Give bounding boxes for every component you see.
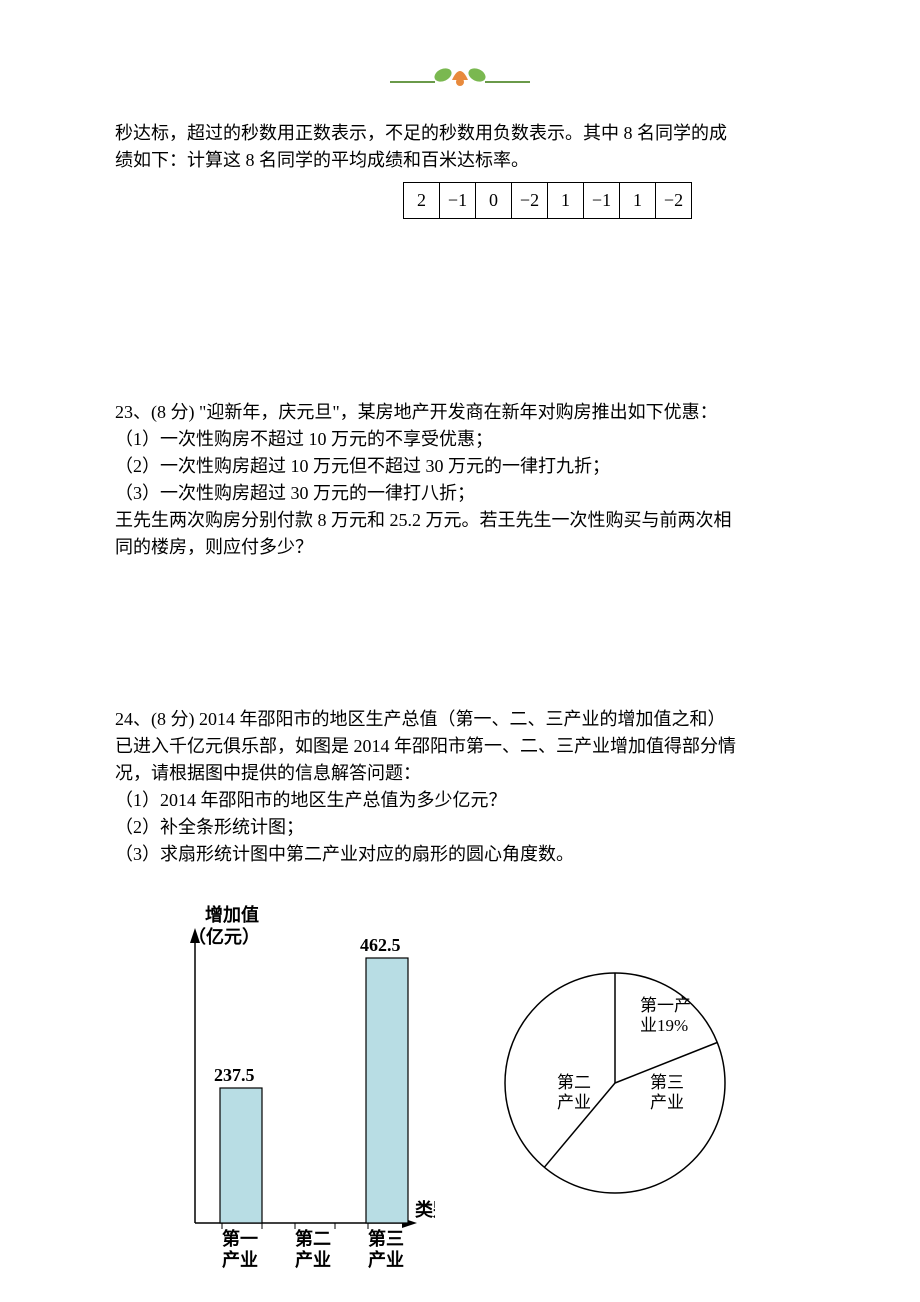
q23-tail2: 同的楼房，则应付多少？ xyxy=(115,534,805,561)
q22-intro-line1: 秒达标，超过的秒数用正数表示，不足的秒数用负数表示。其中 8 名同学的成 xyxy=(115,123,727,143)
table-cell: 1 xyxy=(620,183,656,219)
q23-item1: （1）一次性购房不超过 10 万元的不享受优惠； xyxy=(115,426,805,453)
cat2-l1: 第二 xyxy=(295,1228,331,1249)
table-cell: −1 xyxy=(440,183,476,219)
q24-item2: （2）补全条形统计图； xyxy=(115,814,805,841)
q24-block: 24、(8 分) 2014 年邵阳市的地区生产总值（第一、二、三产业的增加值之和… xyxy=(115,706,805,868)
q22-intro-line2: 绩如下：计算这 8 名同学的平均成绩和百米达标率。 xyxy=(115,150,529,170)
table-cell: −2 xyxy=(512,183,548,219)
q24-item1: （1）2014 年邵阳市的地区生产总值为多少亿元？ xyxy=(115,787,805,814)
q24-line3: 况，请根据图中提供的信息解答问题： xyxy=(115,760,805,787)
pie-slice2-l1: 第二 xyxy=(557,1073,591,1092)
q24-item3: （3）求扇形统计图中第二产业对应的扇形的圆心角度数。 xyxy=(115,841,805,868)
q22-intro: 秒达标，超过的秒数用正数表示，不足的秒数用负数表示。其中 8 名同学的成 绩如下… xyxy=(115,120,805,174)
cat1-l1: 第一 xyxy=(222,1228,258,1249)
q22-data-table: 2 −1 0 −2 1 −1 1 −2 xyxy=(403,182,692,219)
cat2-l2: 产业 xyxy=(295,1249,331,1270)
cat1-l2: 产业 xyxy=(222,1249,258,1270)
page-header-decoration xyxy=(0,0,920,110)
q23-tail1: 王先生两次购房分别付款 8 万元和 25.2 万元。若王先生一次性购买与前两次相 xyxy=(115,507,805,534)
q23-title: 23、(8 分) "迎新年，庆元旦"，某房地产开发商在新年对购房推出如下优惠： xyxy=(115,399,805,426)
table-cell: 0 xyxy=(476,183,512,219)
bar-chart: 增加值 （亿元） 类别 237.5 xyxy=(115,903,435,1273)
pie-slice3-l1: 第三 xyxy=(650,1073,684,1092)
y-axis-label-2: （亿元） xyxy=(188,926,260,947)
pie-chart: 第一产 业19% 第二 产业 第三 产业 xyxy=(495,963,735,1203)
bar-3-label: 462.5 xyxy=(360,935,401,955)
q24-title: 24、(8 分) 2014 年邵阳市的地区生产总值（第一、二、三产业的增加值之和… xyxy=(115,706,805,733)
table-row: 2 −1 0 −2 1 −1 1 −2 xyxy=(404,183,692,219)
q23-item2: （2）一次性购房超过 10 万元但不超过 30 万元的一律打九折； xyxy=(115,453,805,480)
q24-line2: 已进入千亿元俱乐部，如图是 2014 年邵阳市第一、二、三产业增加值得部分情 xyxy=(115,733,805,760)
pie-slice2-l2: 产业 xyxy=(557,1093,591,1112)
table-cell: −2 xyxy=(656,183,692,219)
table-cell: 1 xyxy=(548,183,584,219)
pie-slice1-l1: 第一产 xyxy=(640,996,691,1015)
cat3-l1: 第三 xyxy=(368,1228,404,1249)
cat3-l2: 产业 xyxy=(368,1249,404,1270)
bar-1-label: 237.5 xyxy=(214,1065,255,1085)
q23-item3: （3）一次性购房超过 30 万元的一律打八折； xyxy=(115,480,805,507)
x-axis-label: 类别 xyxy=(415,1199,435,1220)
pie-slice1-l2: 业19% xyxy=(640,1016,688,1035)
table-cell: −1 xyxy=(584,183,620,219)
pie-slice3-l2: 产业 xyxy=(650,1093,684,1112)
table-cell: 2 xyxy=(404,183,440,219)
decoration-svg xyxy=(390,60,530,90)
y-axis-label-1: 增加值 xyxy=(205,904,259,925)
bar-1 xyxy=(220,1088,262,1223)
q23-block: 23、(8 分) "迎新年，庆元旦"，某房地产开发商在新年对购房推出如下优惠： … xyxy=(115,399,805,561)
bar-3 xyxy=(366,958,408,1223)
